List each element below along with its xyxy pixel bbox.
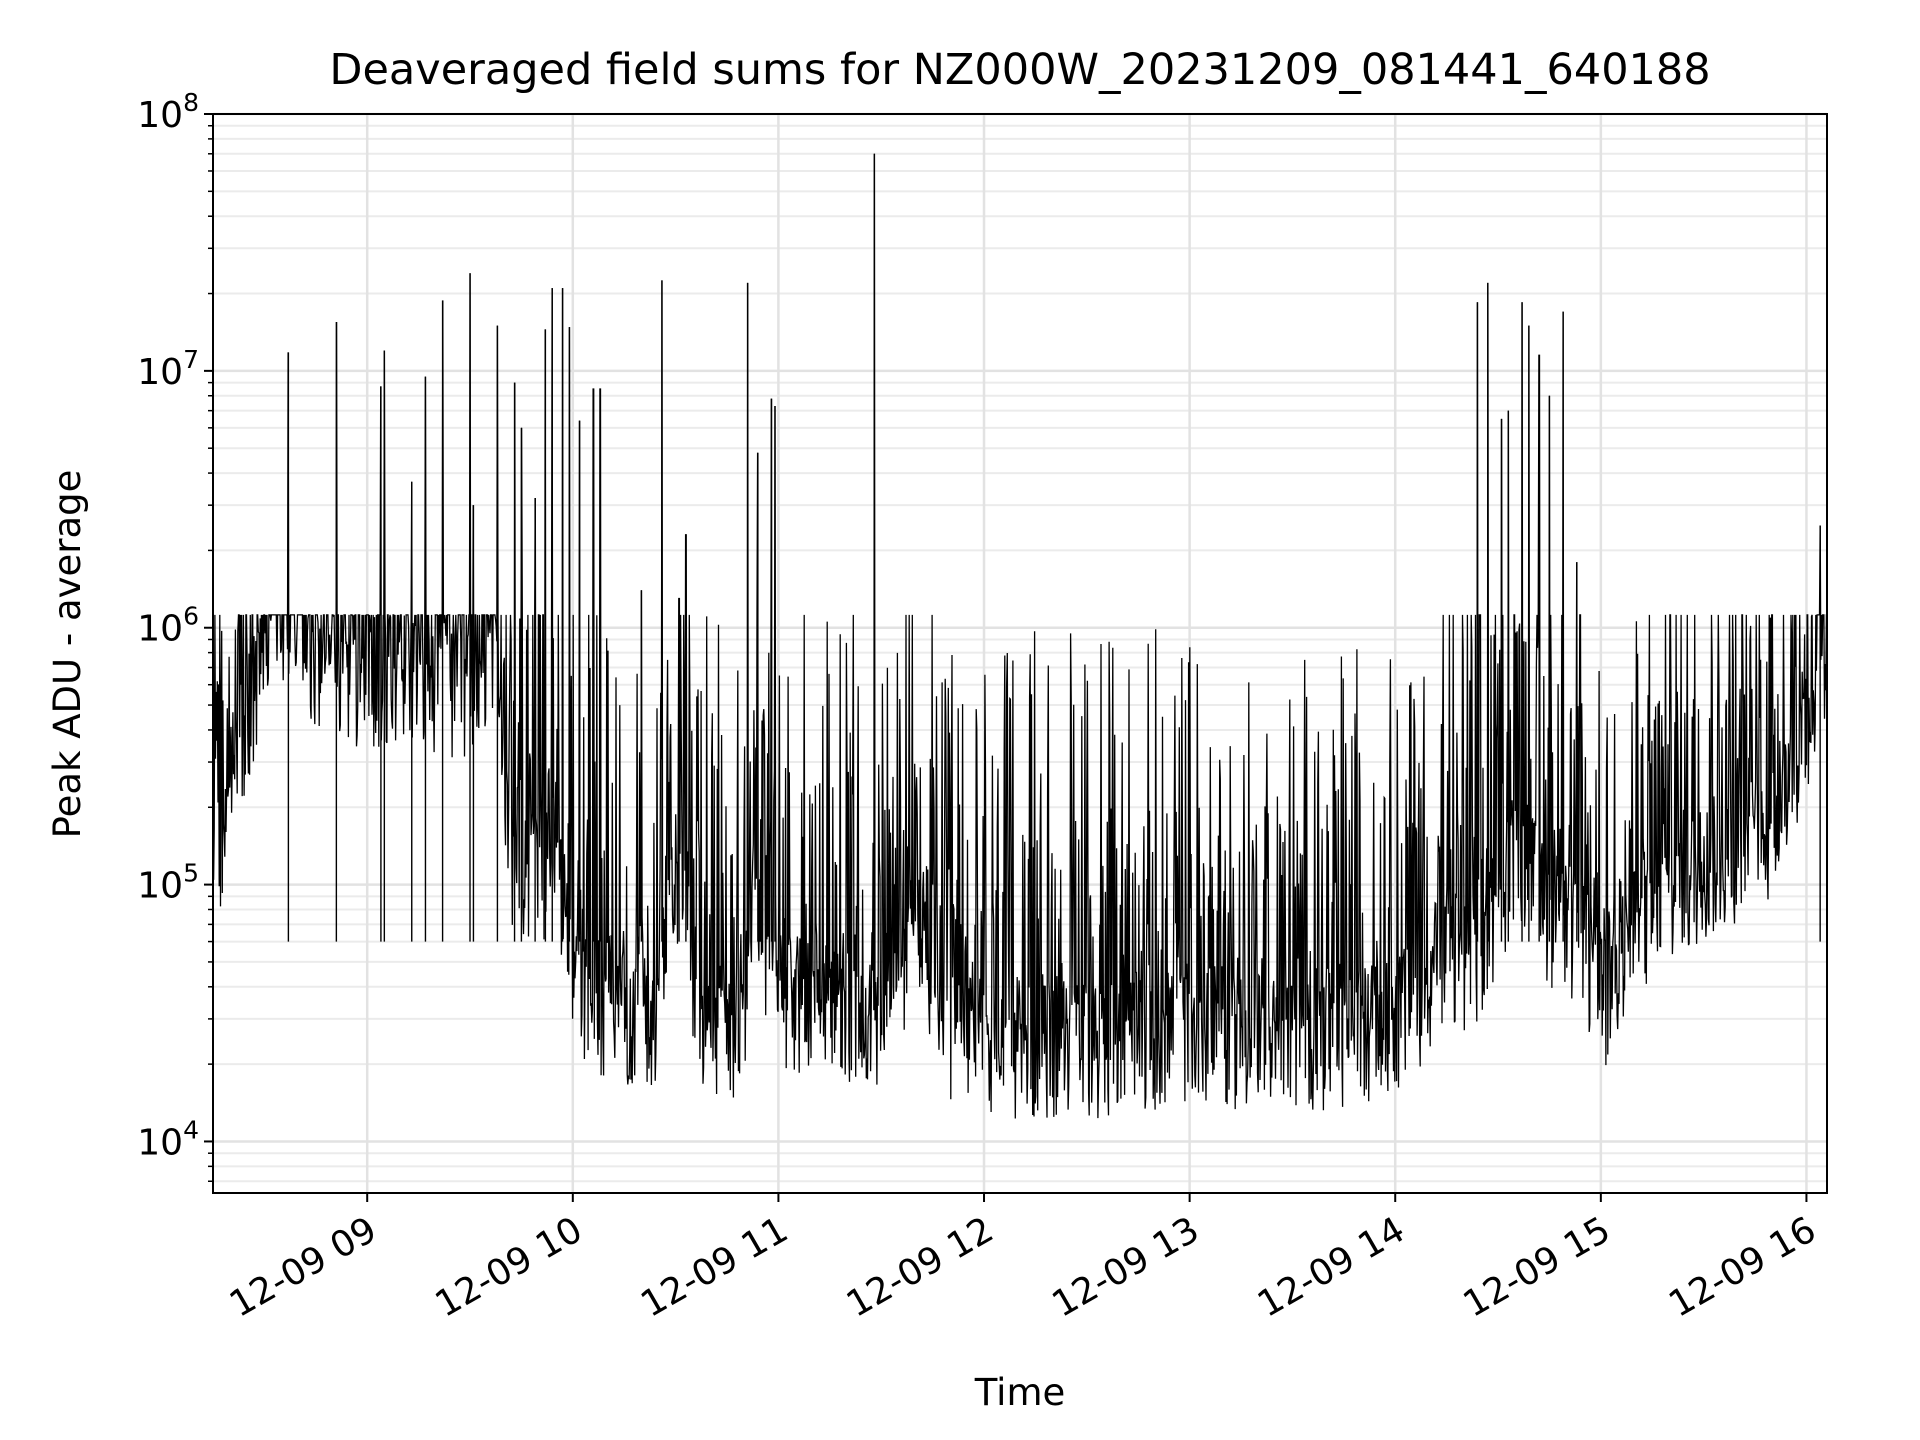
series-group (212, 153, 1828, 1119)
chart-title: Deaveraged field sums for NZ000W_2023120… (329, 45, 1710, 95)
y-tick-label: 105 (137, 859, 199, 907)
y-tick-label: 104 (137, 1115, 199, 1163)
y-tick-label: 107 (137, 345, 199, 393)
y-tick-label: 106 (137, 602, 199, 650)
x-axis-label: Time (974, 1371, 1066, 1414)
plot-frame (212, 113, 1828, 1194)
series-line (212, 153, 1828, 1119)
grid (213, 112, 1827, 1193)
y-axis-label: Peak ADU - average (46, 470, 89, 839)
y-tick-label: 108 (137, 88, 199, 136)
